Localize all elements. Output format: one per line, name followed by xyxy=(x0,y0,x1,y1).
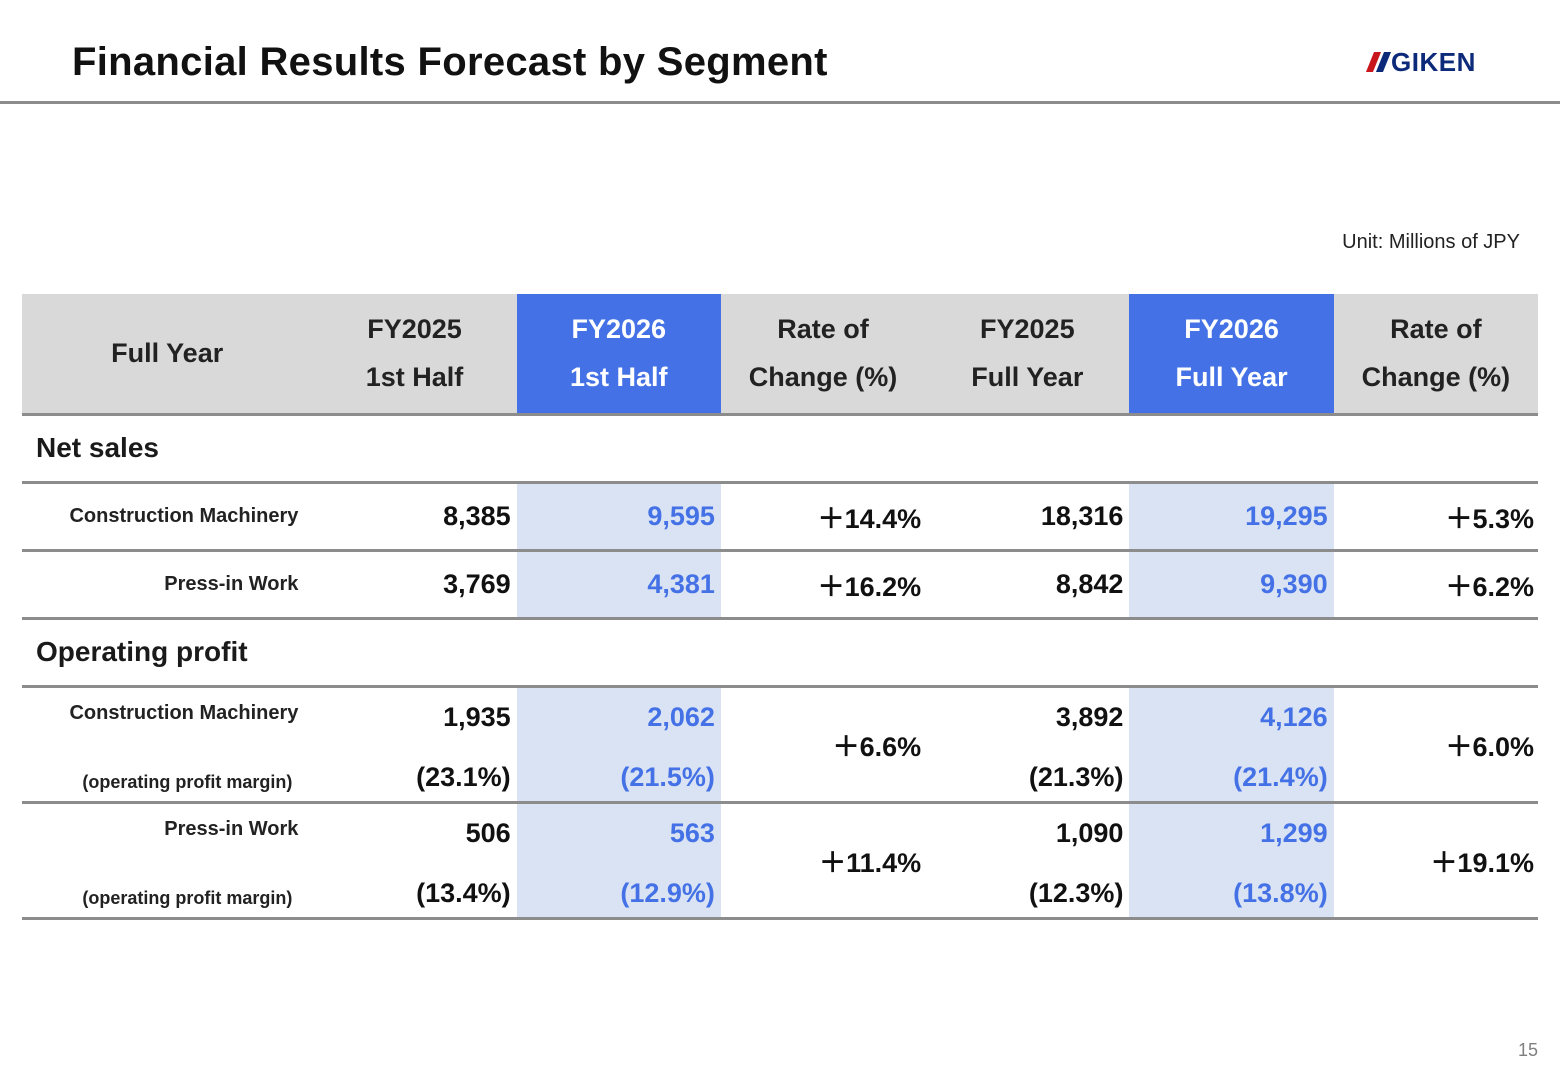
section-label: Net sales xyxy=(22,414,1538,484)
cell-rate-h1: ＋16.2% xyxy=(720,550,926,620)
segment-forecast-table: Full Year FY2025 1st Half FY2026 1st Half … xyxy=(22,294,1538,920)
value: 1,090 xyxy=(1055,817,1124,848)
logo-mark-icon xyxy=(1365,52,1392,72)
value: 506 xyxy=(465,817,511,848)
row-label: Construction Machinery (operating profit… xyxy=(22,686,313,804)
cell-fy26-fy: 4,126 (21.4%) xyxy=(1129,686,1334,804)
row-label: Construction Machinery xyxy=(22,482,313,552)
row-label-main: Press-in Work xyxy=(164,817,299,840)
cell-fy26-fy: 1,299 (13.8%) xyxy=(1129,802,1334,920)
cell-fy26-h1: 563 (12.9%) xyxy=(516,802,721,920)
header-fy2026-h1: FY2026 1st Half xyxy=(516,294,721,416)
cell-rate-fy: ＋6.2% xyxy=(1333,550,1538,620)
cell-fy26-h1: 2,062 (21.5%) xyxy=(516,686,721,804)
margin: (21.5%) xyxy=(620,761,715,792)
cell-fy26-fy: 19,295 xyxy=(1129,482,1334,552)
margin: (21.4%) xyxy=(1233,761,1328,792)
value: 2,062 xyxy=(647,701,715,732)
page-number: 15 xyxy=(1517,1040,1538,1060)
cell-fy25-h1: 506 (13.4%) xyxy=(312,802,517,920)
section-net-sales: Net sales xyxy=(22,414,1538,484)
cell-fy25-fy: 18,316 xyxy=(925,482,1130,552)
margin: (21.3%) xyxy=(1028,761,1124,792)
cell-fy25-h1: 1,935 (23.1%) xyxy=(312,686,517,804)
table-row: Press-in Work 3,769 4,381 ＋16.2% 8,842 9… xyxy=(22,550,1538,620)
row-label-main: Construction Machinery xyxy=(69,701,299,724)
margin: (23.1%) xyxy=(416,761,511,792)
header-fy2026-fy: FY2026 Full Year xyxy=(1129,294,1334,416)
cell-rate-h1: ＋6.6% xyxy=(720,686,926,804)
row-label: Press-in Work (operating profit margin) xyxy=(22,802,313,920)
header-rate-h1: Rate of Change (%) xyxy=(720,294,926,416)
row-label-sub: (operating profit margin) xyxy=(82,887,293,908)
value: 4,126 xyxy=(1260,701,1328,732)
title-divider xyxy=(0,101,1560,104)
row-label-sub: (operating profit margin) xyxy=(82,771,293,792)
value: 563 xyxy=(669,817,715,848)
margin: (12.9%) xyxy=(620,877,715,908)
table-row: Construction Machinery 8,385 9,595 ＋14.4… xyxy=(22,482,1538,552)
row-label: Press-in Work xyxy=(22,550,313,620)
cell-fy26-fy: 9,390 xyxy=(1129,550,1334,620)
margin: (13.8%) xyxy=(1233,877,1328,908)
cell-rate-fy: ＋6.0% xyxy=(1333,686,1538,804)
cell-fy25-h1: 3,769 xyxy=(312,550,517,620)
cell-fy25-fy: 1,090 (12.3%) xyxy=(925,802,1130,920)
value: 1,935 xyxy=(443,701,511,732)
cell-fy26-h1: 9,595 xyxy=(516,482,721,552)
table-row: Construction Machinery (operating profit… xyxy=(22,686,1538,804)
logo-text: GIKEN xyxy=(1391,47,1476,77)
cell-fy25-fy: 3,892 (21.3%) xyxy=(925,686,1130,804)
cell-rate-fy: ＋5.3% xyxy=(1333,482,1538,552)
margin: (13.4%) xyxy=(416,877,511,908)
cell-rate-fy: ＋19.1% xyxy=(1333,802,1538,920)
table-row: Press-in Work (operating profit margin) … xyxy=(22,802,1538,920)
header-fy2025-h1: FY2025 1st Half xyxy=(312,294,517,416)
cell-fy26-h1: 4,381 xyxy=(516,550,721,620)
header-period-label: Full Year xyxy=(22,294,313,416)
margin: (12.3%) xyxy=(1028,877,1124,908)
cell-rate-h1: ＋14.4% xyxy=(720,482,926,552)
unit-label: Unit: Millions of JPY xyxy=(1342,231,1520,253)
value: 1,299 xyxy=(1260,817,1328,848)
section-label: Operating profit xyxy=(22,618,1538,688)
value: 3,892 xyxy=(1055,701,1124,732)
section-operating-profit: Operating profit xyxy=(22,618,1538,688)
table-header-row: Full Year FY2025 1st Half FY2026 1st Half … xyxy=(22,294,1538,416)
cell-rate-h1: ＋11.4% xyxy=(720,802,926,920)
giken-logo: GIKEN xyxy=(1365,47,1522,77)
page-title: Financial Results Forecast by Segment xyxy=(72,40,828,84)
cell-fy25-h1: 8,385 xyxy=(312,482,517,552)
header-fy2025-fy: FY2025 Full Year xyxy=(925,294,1130,416)
cell-fy25-fy: 8,842 xyxy=(925,550,1130,620)
header-rate-fy: Rate of Change (%) xyxy=(1333,294,1538,416)
